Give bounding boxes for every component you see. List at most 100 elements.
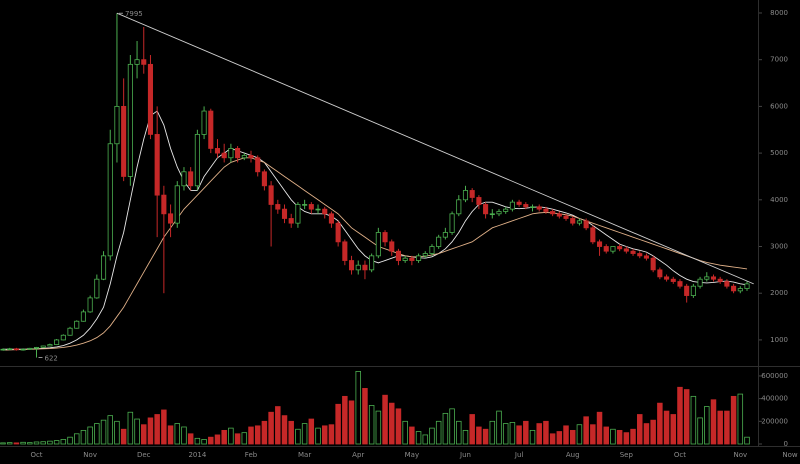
volume-bar	[576, 424, 583, 445]
candle-body	[268, 185, 274, 205]
volume-bar	[516, 425, 522, 445]
candle-body	[744, 283, 750, 289]
candle-body	[690, 285, 696, 296]
volume-bar	[469, 414, 475, 445]
volume-bar	[549, 433, 556, 445]
candle-body	[717, 278, 723, 282]
candle-body	[369, 255, 375, 271]
volume-bar	[556, 431, 563, 445]
candle-body	[188, 171, 194, 187]
volume-tick-label: 200000	[761, 417, 788, 425]
y-tick-label: 4000	[770, 196, 788, 204]
volume-bar	[429, 427, 435, 445]
volume-bar	[40, 441, 46, 445]
candle-body	[27, 347, 33, 350]
candle-body	[516, 201, 522, 205]
candle-body	[214, 148, 221, 154]
volume-bar	[355, 371, 361, 445]
candle-body	[670, 278, 676, 282]
volume-bar	[456, 420, 462, 445]
x-tick-label: Aug	[566, 451, 580, 459]
candle-body	[543, 208, 549, 212]
volume-bar	[643, 423, 650, 445]
y-tick-label: 3000	[770, 243, 788, 251]
volume-bar	[167, 425, 174, 445]
x-tick-label: Jun	[459, 451, 471, 459]
candle-body	[87, 297, 93, 313]
moving-average-line	[3, 110, 748, 350]
candle-body	[328, 213, 334, 224]
volume-bar	[569, 429, 576, 445]
volume-bar	[637, 414, 643, 445]
x-tick-label: Oct	[674, 451, 686, 459]
volume-bar	[107, 415, 113, 445]
x-tick-label: Dec	[137, 451, 151, 459]
candle-body	[462, 190, 469, 201]
candle-body	[382, 232, 388, 243]
volume-bar	[134, 418, 140, 445]
volume-bar	[710, 399, 717, 445]
x-tick-label: Feb	[245, 451, 258, 459]
candle-body	[523, 204, 529, 208]
candle-body	[617, 246, 623, 250]
volume-bar	[368, 405, 375, 445]
x-tick-label: May	[405, 451, 419, 459]
candle-body	[630, 250, 636, 254]
candle-body	[362, 264, 368, 271]
volume-bar	[60, 439, 67, 445]
volume-bar	[335, 403, 341, 445]
candle-body	[141, 59, 147, 65]
volume-bar	[462, 429, 469, 445]
candle-body	[241, 155, 247, 159]
volume-bar	[616, 429, 623, 445]
y-tick-label: 5000	[770, 149, 788, 157]
volume-bar	[502, 423, 509, 445]
candle-body	[603, 246, 609, 252]
candle-body	[275, 204, 281, 210]
candle-body	[308, 204, 314, 210]
volume-bar	[127, 411, 134, 445]
volume-bar	[375, 410, 382, 445]
candle-body	[107, 143, 113, 257]
volume-bar	[442, 412, 449, 445]
volume-bar	[94, 423, 100, 445]
candle-body	[235, 148, 241, 159]
candle-body	[181, 171, 187, 187]
volume-bar	[288, 420, 294, 445]
volume-bar	[663, 410, 670, 445]
volume-bar	[395, 408, 402, 445]
volume-bar	[161, 409, 167, 445]
candle-body	[489, 213, 495, 216]
volume-bar	[241, 432, 248, 445]
candle-body	[657, 269, 663, 278]
candle-body	[436, 236, 442, 247]
volume-bar	[422, 434, 429, 445]
candle-body	[503, 208, 509, 212]
volume-bar	[80, 429, 87, 445]
candle-body	[20, 348, 26, 351]
candle-body	[194, 134, 200, 187]
volume-bar	[476, 426, 482, 445]
trendline	[116, 12, 754, 285]
volume-bar	[208, 436, 214, 445]
candle-body	[248, 155, 254, 159]
volume-bar	[321, 425, 328, 445]
volume-bar	[744, 436, 750, 445]
volume-bar	[389, 402, 395, 445]
x-tick-label: Jul	[514, 451, 524, 459]
candle-body	[255, 157, 261, 173]
volume-bar	[33, 441, 40, 445]
volume-bar	[301, 423, 308, 445]
volume-bar	[489, 420, 496, 445]
volume-bar	[268, 411, 274, 445]
candle-body	[596, 241, 603, 247]
volume-bar	[623, 432, 630, 445]
volume-bar	[254, 425, 261, 445]
high-label: 7995	[125, 10, 143, 18]
volume-bar	[496, 410, 502, 445]
candle-body	[563, 215, 569, 219]
x-tick-label: 2014	[188, 451, 206, 459]
x-tick-label: Oct	[30, 451, 42, 459]
volume-bar	[482, 428, 489, 445]
